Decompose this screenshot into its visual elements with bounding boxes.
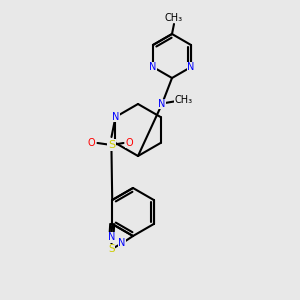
Text: S: S xyxy=(108,244,115,254)
Text: N: N xyxy=(112,112,119,122)
Text: CH₃: CH₃ xyxy=(165,13,183,23)
Text: N: N xyxy=(108,232,115,242)
Text: N: N xyxy=(118,238,125,248)
Text: CH₃: CH₃ xyxy=(175,95,193,105)
Text: N: N xyxy=(149,62,157,72)
Text: N: N xyxy=(158,99,166,109)
Text: O: O xyxy=(126,138,133,148)
Text: N: N xyxy=(188,62,195,72)
Text: O: O xyxy=(88,138,95,148)
Text: S: S xyxy=(108,140,115,150)
